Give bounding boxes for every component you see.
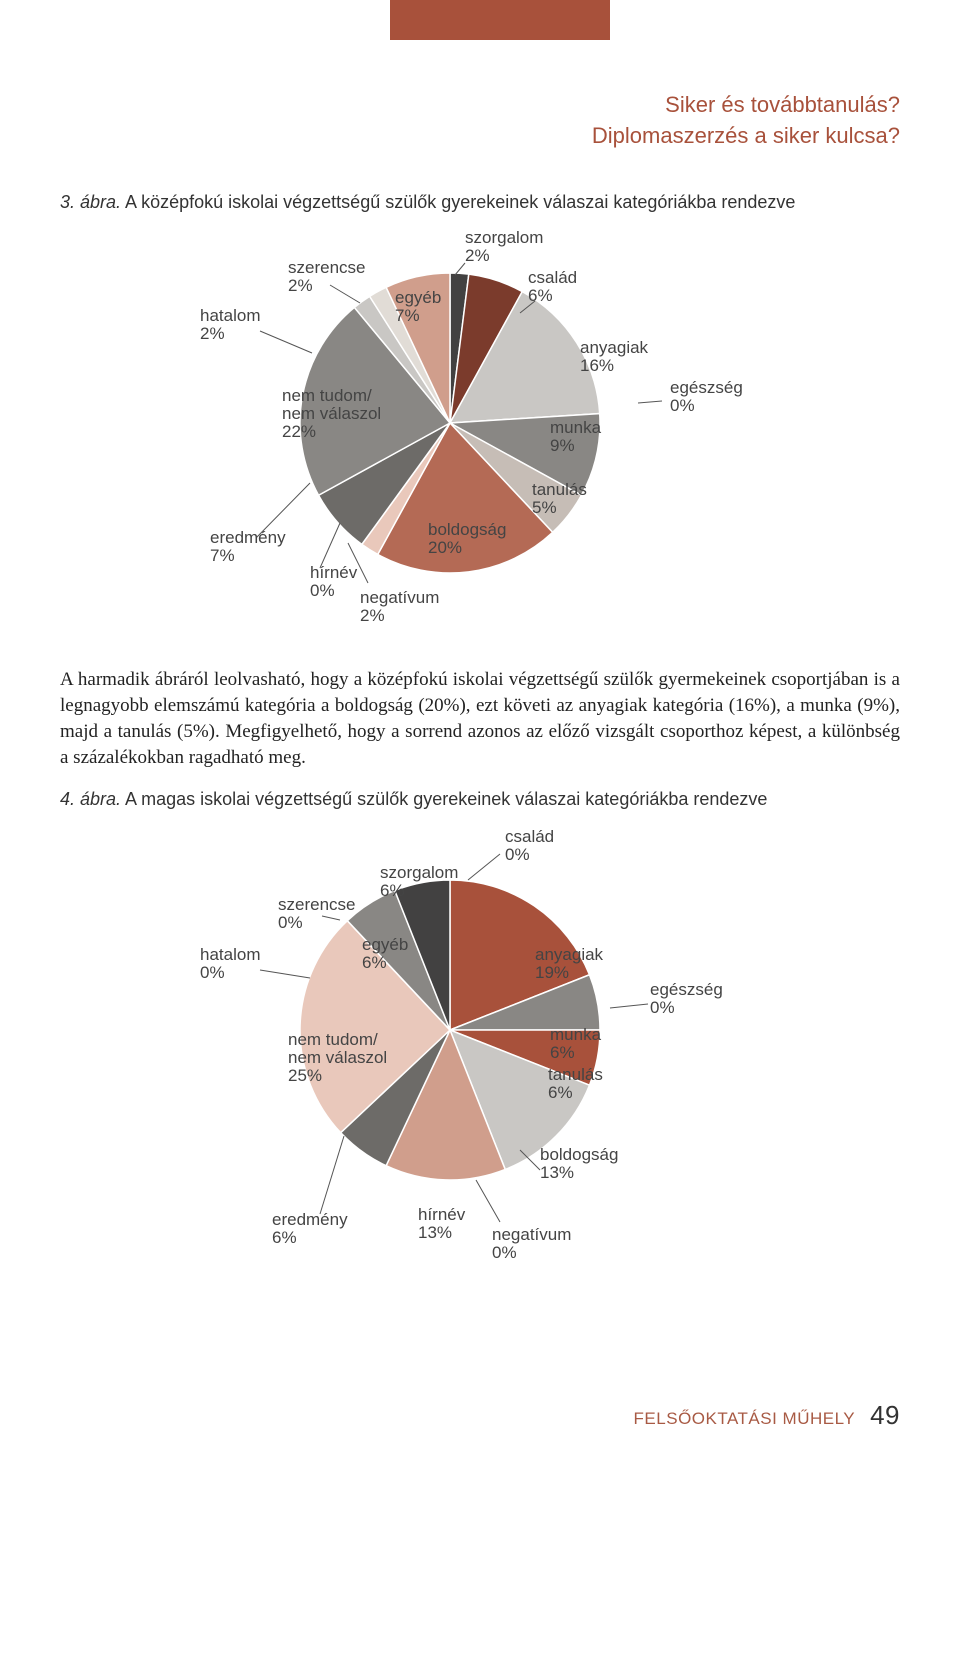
page: Siker és továbbtanulás? Diplomaszerzés a… bbox=[0, 0, 960, 1471]
leader-line bbox=[468, 854, 500, 880]
fig4-text: A magas iskolai végzettségű szülők gyere… bbox=[121, 789, 767, 809]
label-hatalom: hatalom0% bbox=[200, 945, 260, 982]
fig3-pie-chart: szorgalom2%család6%anyagiak16% egészség0%… bbox=[200, 223, 760, 643]
fig4-pie-chart: család0%anyagiak19%egészség0%munka6%tanu… bbox=[200, 820, 760, 1280]
label-negativum: negatívum0% bbox=[492, 1225, 571, 1262]
label-eredmeny: eredmény7% bbox=[210, 528, 286, 565]
top-bar bbox=[60, 0, 900, 60]
leader-line bbox=[322, 916, 340, 920]
leader-line bbox=[330, 285, 360, 303]
label-hatalom: hatalom2% bbox=[200, 306, 260, 343]
leader-line bbox=[610, 1004, 648, 1008]
leader-line bbox=[260, 331, 312, 353]
fig3-text: A középfokú iskolai végzettségű szülők g… bbox=[121, 192, 795, 212]
label-szorgalom: szorgalom2% bbox=[465, 228, 543, 265]
leader-line bbox=[320, 523, 340, 568]
fig4-num: 4. ábra. bbox=[60, 789, 121, 809]
leader-line bbox=[638, 401, 662, 403]
footer: FELSŐOKTATÁSI MŰHELY 49 bbox=[60, 1400, 900, 1431]
fig3-num: 3. ábra. bbox=[60, 192, 121, 212]
label-hirnev: hírnév0% bbox=[310, 563, 358, 600]
label-csalad: család6% bbox=[528, 268, 577, 305]
fig3-caption: 3. ábra. A középfokú iskolai végzettségű… bbox=[60, 192, 900, 213]
fig4-caption: 4. ábra. A magas iskolai végzettségű szü… bbox=[60, 789, 900, 810]
leader-line bbox=[320, 1136, 344, 1214]
label-csalad: család0% bbox=[505, 827, 554, 864]
label-egeszseg: egészség0% bbox=[670, 378, 743, 415]
footer-page-number: 49 bbox=[870, 1400, 900, 1430]
label-egeszseg: egészség0% bbox=[650, 980, 723, 1017]
label-boldogsag: boldogság13% bbox=[540, 1145, 618, 1182]
accent-block bbox=[390, 0, 610, 40]
label-szerencse: szerencse2% bbox=[288, 258, 365, 295]
body-paragraph-1: A harmadik ábráról leolvasható, hogy a k… bbox=[60, 667, 900, 772]
label-eredmeny: eredmény6% bbox=[272, 1210, 348, 1247]
header-line1: Siker és továbbtanulás? bbox=[665, 92, 900, 117]
header-line2: Diplomaszerzés a siker kulcsa? bbox=[592, 123, 900, 148]
leader-line bbox=[260, 970, 310, 978]
fig4-chart-wrap: család0%anyagiak19%egészség0%munka6%tanu… bbox=[60, 820, 900, 1280]
footer-label: FELSŐOKTATÁSI MŰHELY bbox=[634, 1409, 855, 1428]
label-anyagiak: anyagiak16% bbox=[580, 338, 649, 375]
fig3-chart-wrap: szorgalom2%család6%anyagiak16% egészség0%… bbox=[60, 223, 900, 643]
header-subtitle: Siker és továbbtanulás? Diplomaszerzés a… bbox=[60, 90, 900, 152]
label-negativum: negatívum2% bbox=[360, 588, 439, 625]
label-hirnev: hírnév13% bbox=[418, 1205, 466, 1242]
leader-line bbox=[476, 1180, 500, 1222]
